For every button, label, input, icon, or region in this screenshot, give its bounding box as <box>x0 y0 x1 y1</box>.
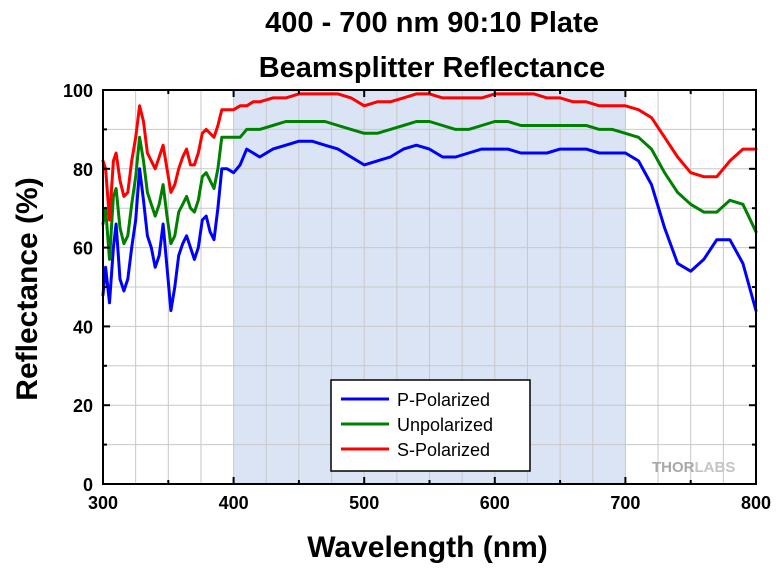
x-tick-label: 800 <box>741 493 771 513</box>
y-tick-label: 60 <box>73 239 93 259</box>
x-axis-title: Wavelength (nm) <box>307 531 548 564</box>
x-tick-label: 600 <box>480 493 510 513</box>
y-tick-label: 0 <box>83 475 93 495</box>
legend-label-s-polarized: S-Polarized <box>397 440 490 460</box>
y-axis-title: Reflectance (%) <box>11 177 44 400</box>
tick-labels: 300 400 500 600 700 800 0 20 40 60 80 100 <box>63 81 771 513</box>
legend-label-unpolarized: Unpolarized <box>397 415 493 435</box>
x-tick-label: 400 <box>219 493 249 513</box>
series-layer <box>101 92 758 313</box>
thorlabs-logo-text: THORLABS <box>652 459 735 476</box>
chart-title-line-1: 400 - 700 nm 90:10 Plate <box>265 7 599 39</box>
chart-title: 400 - 700 nm 90:10 Plate Beamsplitter Re… <box>259 7 606 84</box>
axis-ticks <box>102 89 757 485</box>
chart-title-line-2: Beamsplitter Reflectance <box>259 52 606 84</box>
x-tick-label: 500 <box>349 493 379 513</box>
y-tick-label: 100 <box>63 81 93 101</box>
x-tick-label: 300 <box>88 493 118 513</box>
series-line-s-polarized <box>101 92 758 222</box>
y-tick-label: 80 <box>73 160 93 180</box>
series-line-p-polarized <box>101 139 758 313</box>
series-line-unpolarized <box>101 120 758 261</box>
legend-label-p-polarized: P-Polarized <box>397 390 490 410</box>
legend: P-Polarized Unpolarized S-Polarized <box>330 379 531 472</box>
y-tick-label: 40 <box>73 317 93 337</box>
thorlabs-logo: THORLABS <box>652 459 735 476</box>
x-tick-label: 700 <box>610 493 640 513</box>
y-tick-label: 20 <box>73 396 93 416</box>
